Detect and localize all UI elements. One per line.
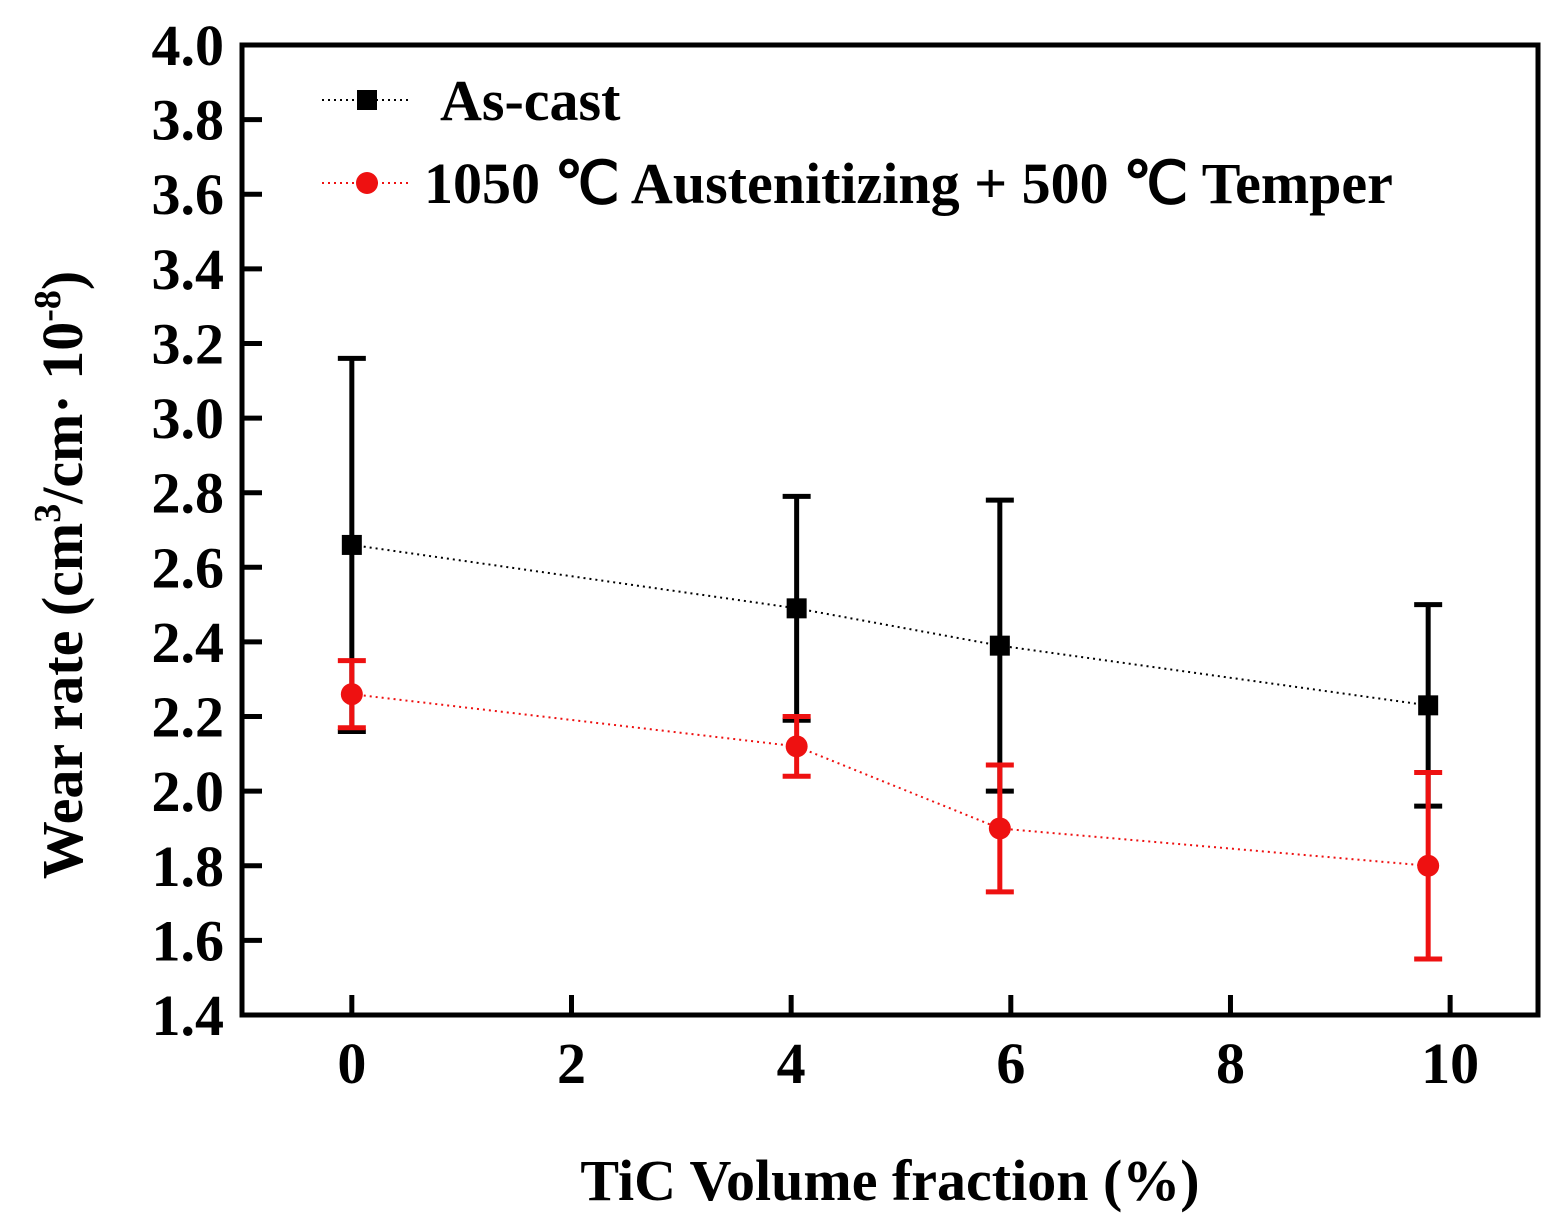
y-tick-label: 3.0: [152, 386, 225, 451]
data-point-square: [341, 534, 362, 555]
y-tick-label: 3.8: [152, 88, 225, 153]
y-tick-label: 3.4: [152, 237, 225, 302]
y-axis-title-unit-ten: 10: [30, 322, 95, 380]
y-tick-label: 3.6: [152, 162, 225, 227]
y-axis-title-unit-mid: /cm·: [30, 394, 95, 505]
y-tick-label: 4.0: [152, 13, 225, 78]
data-point-square: [989, 635, 1010, 656]
x-tick-label: 10: [1421, 1031, 1479, 1096]
y-tick-label: 1.6: [152, 908, 225, 973]
data-point-circle: [340, 683, 363, 706]
series-line-1: [351, 693, 1429, 867]
x-tick-label: 0: [337, 1031, 366, 1096]
y-tick-label: 2.6: [152, 535, 225, 600]
x-tick-label: 2: [557, 1031, 586, 1096]
x-axis-title: TiC Volume fraction (%): [580, 1148, 1199, 1213]
y-axis-title-sup1: 3: [27, 504, 69, 523]
y-axis-title: Wear rate (cm3/cm· 10-8): [27, 271, 95, 879]
data-point-circle: [988, 817, 1011, 840]
plot-frame: [239, 42, 1541, 1018]
legend-marker-square: [357, 90, 377, 110]
y-tick-label: 1.4: [152, 983, 225, 1048]
x-tick-label: 4: [777, 1031, 806, 1096]
y-axis-title-unit-open: (cm: [30, 523, 95, 616]
y-tick-label: 2.8: [152, 461, 225, 526]
data-point-square: [786, 598, 807, 619]
legend-marker-circle: [356, 172, 378, 194]
data-point-circle: [785, 735, 808, 758]
y-axis-title-prefix: Wear rate: [30, 631, 95, 880]
x-tick-label: 8: [1216, 1031, 1245, 1096]
legend-label-0: As-cast: [440, 68, 621, 133]
y-tick-label: 1.8: [152, 834, 225, 899]
data-point-circle: [1417, 854, 1440, 877]
y-axis-title-sup2: -8: [27, 290, 69, 322]
data-point-square: [1418, 695, 1439, 716]
y-tick-label: 2.2: [152, 685, 225, 750]
y-tick-label: 2.0: [152, 759, 225, 824]
y-tick-label: 2.4: [152, 610, 225, 675]
plot-area: [337, 355, 1443, 962]
y-axis-title-unit-close: ): [30, 271, 95, 290]
legend: As-cast 1050 ℃ Austenitizing + 500 ℃ Temp…: [322, 68, 1393, 216]
y-tick-label: 3.2: [152, 311, 225, 376]
series-line-0: [351, 543, 1429, 707]
axis-ticks: 0 2 4 6 8 10 1.4 1.6 1.8 2.0 2.2 2.4 2.6 2.8 3.0 3.2 3.4…: [152, 13, 1480, 1096]
x-tick-label: 6: [996, 1031, 1025, 1096]
legend-label-1: 1050 ℃ Austenitizing + 500 ℃ Temper: [424, 151, 1393, 216]
